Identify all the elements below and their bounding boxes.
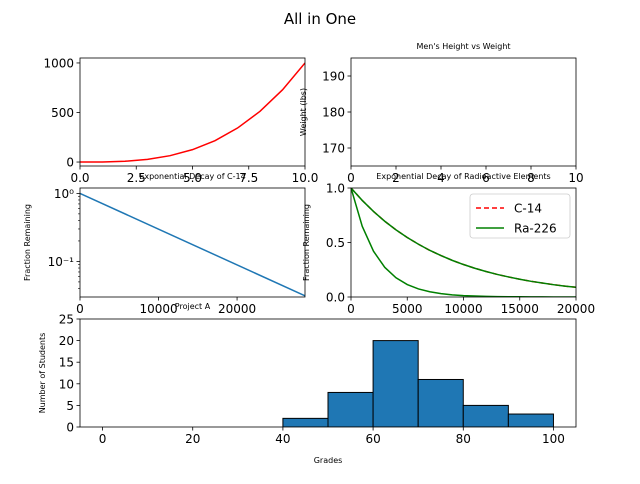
grades-frame xyxy=(79,318,577,428)
grades-bar xyxy=(327,391,374,427)
chart-decay_c14: 0 10000 20000 10⁻¹ 10⁰ Fraction Remaining Proj… xyxy=(23,172,306,316)
chart-decay_radioactive: 0 5000 10000 15000 20000 0.0 0.5 1.0 Fraction Re… xyxy=(302,172,595,316)
grades-bar xyxy=(372,340,419,427)
decay_radioactive-legend-frame xyxy=(469,193,571,239)
decay_radioactive-legend-label: Ra-226 xyxy=(514,222,557,236)
height_weight-xtick-label: 4 xyxy=(437,171,445,185)
grades-ytick-label: 5 xyxy=(66,399,74,413)
grades-ytick-label: 15 xyxy=(59,356,74,370)
decay_c14-title: Exponential Decay of C-14 xyxy=(139,172,245,181)
decay_c14-ylabel: Fraction Remaining xyxy=(23,204,32,281)
decay_radioactive-ytick-label: 1.0 xyxy=(326,182,345,196)
cubic-ytick-label: 1000 xyxy=(43,56,74,70)
decay_radioactive-xtick-label: 10000 xyxy=(444,302,482,316)
decay_radioactive-ytick-label: 0.0 xyxy=(326,291,345,305)
grades-bar xyxy=(417,378,464,427)
height_weight-xtick-label: 0 xyxy=(347,171,355,185)
decay_radioactive-ytick-label: 0.5 xyxy=(326,236,345,250)
decay_c14-ytick-label: 10⁻¹ xyxy=(48,255,75,269)
height_weight-xtick-label: 10 xyxy=(568,171,583,185)
decay_c14-xtick-label: 10000 xyxy=(139,302,177,316)
decay_radioactive-xtick-label: 15000 xyxy=(501,302,539,316)
height_weight-ytick-label: 180 xyxy=(322,106,345,120)
decay_radioactive-xtick-label: 20000 xyxy=(557,302,595,316)
decay_c14-ytick-label: 10⁰ xyxy=(54,187,74,201)
grades-ytick-label: 20 xyxy=(59,334,74,348)
grades-xtick-label: 0 xyxy=(99,432,107,446)
grades-plot-area xyxy=(282,340,554,427)
cubic-ytick-label: 0 xyxy=(66,156,74,170)
height_weight-xtick-label: 8 xyxy=(527,171,535,185)
decay_radioactive-title: Exponential Decay of Radioactive Element… xyxy=(376,172,550,181)
grades-bar xyxy=(462,404,509,427)
decay_radioactive-xtick-label: 0 xyxy=(347,302,355,316)
cubic-ytick-label: 500 xyxy=(51,106,74,120)
grades-ylabel: Number of Students xyxy=(38,333,47,414)
decay_radioactive-legend: C-14 Ra-226 xyxy=(469,193,571,239)
cubic-series-line xyxy=(80,62,305,163)
grades-xtick-label: 40 xyxy=(275,432,290,446)
height_weight-ytick-label: 190 xyxy=(322,70,345,84)
decay_c14-frame xyxy=(79,187,306,298)
height_weight-xtick-label: 2 xyxy=(392,171,400,185)
decay_radioactive-series-line xyxy=(351,188,576,289)
height_weight-ylabel: Weight (lbs) xyxy=(299,88,308,136)
cubic-xtick-label: 10.0 xyxy=(292,171,319,185)
figure-title: All in One xyxy=(284,10,356,28)
decay_c14-series-line xyxy=(80,192,305,297)
cubic-plot-area xyxy=(80,62,305,163)
decay_c14-xtick-label: 20000 xyxy=(218,302,256,316)
cubic-xtick-label: 0.0 xyxy=(70,171,89,185)
grades-xlabel: Grades xyxy=(314,456,343,465)
decay_radioactive-ylabel: Fraction Remaining xyxy=(302,204,311,281)
decay_radioactive-xtick-label: 5000 xyxy=(392,302,423,316)
height_weight-xtick-label: 6 xyxy=(482,171,490,185)
grades-xtick-label: 80 xyxy=(456,432,471,446)
decay_c14-xlabel: Project A xyxy=(175,302,211,311)
decay_c14-plot-area xyxy=(80,192,305,297)
grades-bar xyxy=(282,417,329,427)
grades-xtick-label: 100 xyxy=(542,432,565,446)
chart-height_weight: 0 2 4 6 8 10 170 180 190 Weight (lbs) Men's Height… xyxy=(299,42,584,185)
decay_radioactive-legend-label: C-14 xyxy=(514,202,542,216)
height_weight-title: Men's Height vs Weight xyxy=(416,42,510,51)
grades-ytick-label: 10 xyxy=(59,377,74,391)
cubic-xtick-label: 2.5 xyxy=(127,171,146,185)
cubic-xtick-label: 7.5 xyxy=(239,171,258,185)
chart-grades: 0 20 40 60 80 100 0 5 10 15 20 25 Number of Students… xyxy=(38,313,577,465)
grades-xtick-label: 20 xyxy=(185,432,200,446)
grades-ytick-label: 25 xyxy=(59,313,74,327)
cubic-xtick-label: 5.0 xyxy=(183,171,202,185)
grades-xtick-label: 60 xyxy=(365,432,380,446)
decay_c14-xtick-label: 0 xyxy=(76,302,84,316)
height_weight-ytick-label: 170 xyxy=(322,142,345,156)
grades-bar xyxy=(507,413,554,427)
grades-ytick-label: 0 xyxy=(66,421,74,435)
chart-cubic: 0.0 2.5 5.0 7.5 10.0 0 500 1000 xyxy=(43,56,318,185)
